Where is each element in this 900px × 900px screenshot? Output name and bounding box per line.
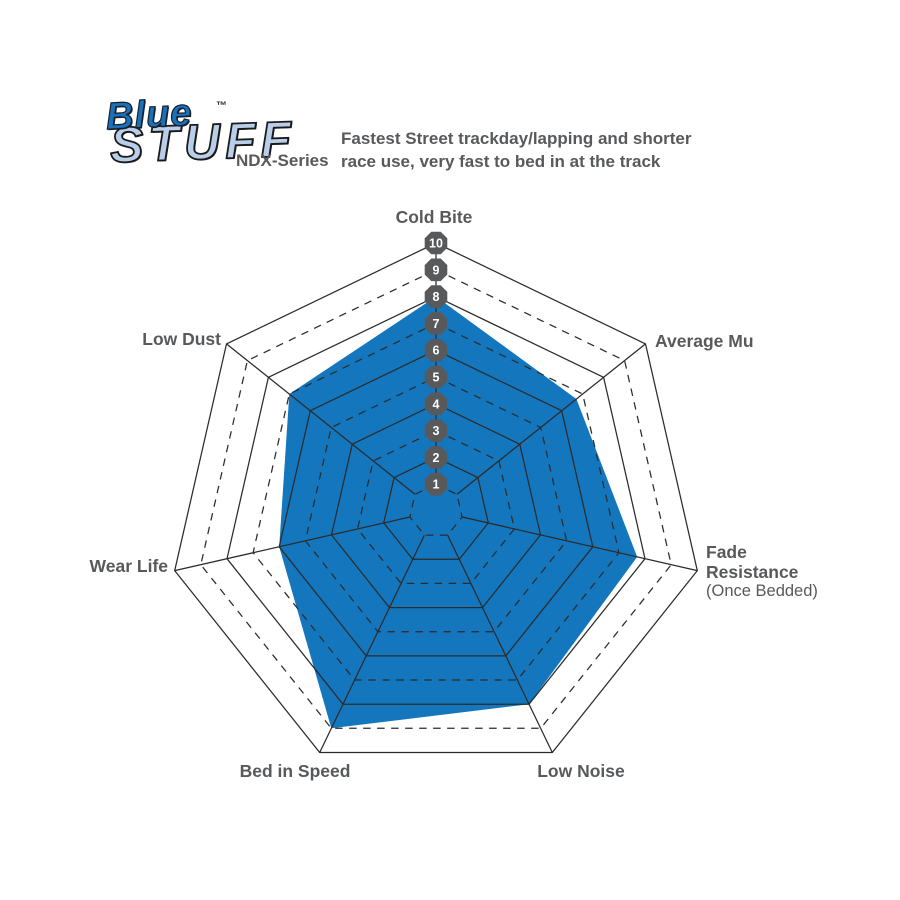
- scale-badge-label-4: 4: [433, 397, 440, 411]
- scale-badge-9: [424, 258, 448, 282]
- axis-label-low-noise: Low Noise: [537, 761, 625, 781]
- axis-sublabel: (Once Bedded): [706, 582, 818, 601]
- scale-badge-label-6: 6: [433, 344, 440, 358]
- grid-rings: [174, 242, 698, 754]
- scale-badge-label-7: 7: [433, 317, 440, 331]
- axis-label-fade-resistance: Fade Resistance (Once Bedded): [706, 542, 818, 601]
- axis-spokes: [174, 243, 698, 753]
- axis-label-bed-in-speed: Bed in Speed: [239, 761, 351, 781]
- scale-badge-3: [424, 419, 448, 442]
- scale-badge-7: [424, 312, 448, 335]
- axis-spoke-6: [226, 343, 416, 495]
- axis-spoke-4: [319, 534, 425, 753]
- grid-ring-4: [330, 403, 542, 609]
- scale-badge-label-9: 9: [433, 263, 440, 277]
- scale-badge-label-5: 5: [433, 371, 440, 385]
- scale-badge-label-3: 3: [433, 424, 440, 438]
- grid-ring-2: [383, 456, 489, 560]
- axis-spoke-3: [447, 534, 553, 753]
- axis-spoke-1: [456, 343, 646, 495]
- scale-badge-1: [424, 472, 448, 496]
- scale-badge-4: [424, 392, 448, 416]
- series-name-label: NDX-Series: [236, 151, 329, 170]
- axis-label-wear-life: Wear Life: [89, 555, 168, 576]
- grid-ring-9: [200, 269, 672, 729]
- grid-ring-3: [356, 429, 516, 585]
- grid-ring-6: [278, 349, 594, 657]
- grid-ring-5: [304, 376, 568, 633]
- scale-badge-10: [424, 231, 448, 255]
- axis-spoke-5: [174, 516, 411, 572]
- axis-label-cold-bite: Cold Bite: [395, 206, 473, 227]
- scale-badge-label-10: 10: [429, 237, 443, 251]
- scale-badge-label-2: 2: [433, 451, 440, 465]
- grid-ring-10: [174, 242, 698, 754]
- scale-badge-6: [424, 338, 448, 362]
- product-description: Fastest Street trackday/lapping and shor…: [341, 129, 692, 172]
- scale-badge-label-8: 8: [433, 290, 440, 304]
- scale-badges: 1 2 3 4 5 6 7 8 9 10: [424, 231, 448, 496]
- scale-badge-2: [424, 446, 448, 469]
- axis-label-average-mu: Average Mu: [655, 330, 754, 351]
- axis-spoke-2: [461, 516, 698, 572]
- axis-label-low-dust: Low Dust: [142, 328, 221, 349]
- trademark-symbol: ™: [216, 100, 227, 112]
- grid-ring-8: [226, 295, 646, 705]
- scale-badge-5: [424, 365, 448, 389]
- scale-badge-8: [424, 285, 448, 308]
- scale-badge-label-1: 1: [433, 478, 440, 492]
